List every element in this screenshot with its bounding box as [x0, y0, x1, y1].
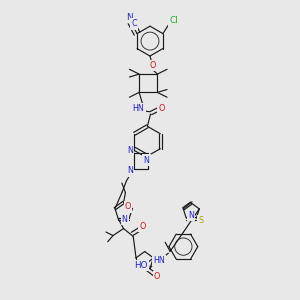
Text: N: N	[127, 167, 133, 176]
Text: HN: HN	[133, 104, 145, 113]
Text: S: S	[199, 216, 204, 225]
Text: O: O	[139, 222, 146, 231]
Text: N: N	[126, 13, 132, 22]
Text: N: N	[127, 146, 133, 155]
Text: N: N	[143, 155, 149, 164]
Text: N: N	[188, 211, 194, 220]
Text: N: N	[122, 215, 128, 224]
Text: HO: HO	[134, 261, 148, 270]
Text: O: O	[159, 104, 165, 113]
Text: O: O	[154, 272, 160, 281]
Text: HN: HN	[153, 256, 165, 265]
Text: Cl: Cl	[169, 16, 178, 26]
Text: C: C	[132, 20, 137, 28]
Text: O: O	[149, 61, 156, 70]
Text: O: O	[125, 202, 131, 211]
